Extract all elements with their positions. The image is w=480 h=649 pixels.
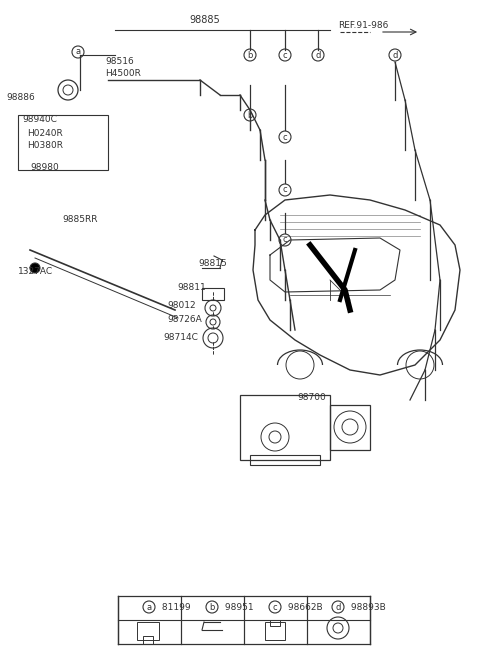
Text: c: c bbox=[273, 602, 277, 611]
Text: 98516: 98516 bbox=[105, 58, 134, 66]
Text: b: b bbox=[209, 602, 215, 611]
Text: 98951: 98951 bbox=[222, 602, 253, 611]
Bar bbox=[330, 405, 370, 450]
Text: 98940C: 98940C bbox=[22, 116, 57, 125]
Text: 98726A: 98726A bbox=[167, 315, 202, 324]
Text: 9885RR: 9885RR bbox=[62, 215, 97, 225]
Text: c: c bbox=[283, 132, 288, 141]
Text: 98885: 98885 bbox=[190, 15, 220, 25]
Text: d: d bbox=[392, 51, 398, 60]
Circle shape bbox=[30, 263, 40, 273]
Text: REF.91-986: REF.91-986 bbox=[338, 21, 388, 29]
Text: 98980: 98980 bbox=[30, 164, 59, 173]
Text: 98700: 98700 bbox=[297, 393, 326, 402]
Text: H4500R: H4500R bbox=[105, 69, 141, 79]
Bar bbox=[202, 288, 224, 300]
Text: H0240R: H0240R bbox=[27, 129, 63, 138]
Text: c: c bbox=[283, 186, 288, 195]
Text: 81199: 81199 bbox=[159, 602, 191, 611]
Text: 98886: 98886 bbox=[6, 93, 35, 103]
Text: H0380R: H0380R bbox=[27, 141, 63, 151]
Text: a: a bbox=[75, 47, 81, 56]
Text: 98012: 98012 bbox=[167, 300, 196, 310]
Bar bbox=[18, 115, 108, 170]
Text: 98714C: 98714C bbox=[163, 332, 198, 341]
Bar bbox=[143, 636, 153, 644]
Bar bbox=[250, 455, 320, 465]
Text: 98893B: 98893B bbox=[348, 602, 386, 611]
Text: 98811: 98811 bbox=[177, 284, 206, 293]
Bar bbox=[240, 395, 330, 460]
Text: 98662B: 98662B bbox=[285, 602, 323, 611]
Text: b: b bbox=[247, 110, 252, 119]
Text: a: a bbox=[146, 602, 152, 611]
Text: 98815: 98815 bbox=[198, 258, 227, 267]
Bar bbox=[265, 622, 285, 640]
Text: d: d bbox=[315, 51, 321, 60]
Text: b: b bbox=[247, 51, 252, 60]
Bar bbox=[137, 622, 159, 640]
Text: c: c bbox=[283, 236, 288, 245]
Text: c: c bbox=[283, 51, 288, 60]
Bar bbox=[270, 620, 280, 626]
Text: d: d bbox=[336, 602, 341, 611]
Text: 1327AC: 1327AC bbox=[18, 267, 53, 276]
